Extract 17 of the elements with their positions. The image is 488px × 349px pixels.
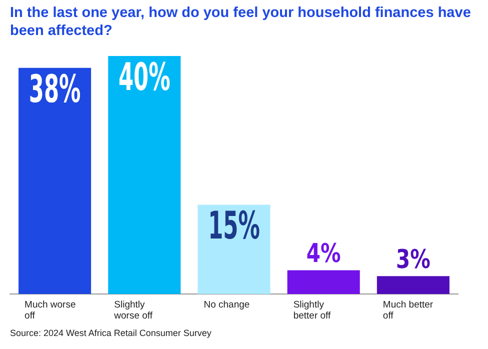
x-tick-label: Much better off: [382, 299, 434, 322]
chart-title: In the last one year, how do you feel your household finances have been affected?: [10, 4, 472, 40]
x-tick-label: Slightly worse off: [113, 299, 153, 322]
bar: [198, 204, 270, 294]
bar: [108, 56, 181, 294]
source-note: Source: 2024 West Africa Retail Consumer Survey: [10, 328, 212, 338]
data-label: 4%: [306, 238, 341, 269]
x-tick-label: Much worse off: [24, 299, 76, 322]
data-label: 15%: [208, 204, 260, 248]
bar: [18, 68, 92, 294]
bar: [287, 270, 360, 294]
data-label: 40%: [118, 55, 170, 100]
data-label: 3%: [396, 244, 430, 275]
bar: [376, 276, 450, 294]
data-label: 38%: [28, 67, 81, 112]
x-tick-label: Slightly better off: [293, 299, 332, 322]
x-tick-label: No change: [204, 299, 250, 310]
